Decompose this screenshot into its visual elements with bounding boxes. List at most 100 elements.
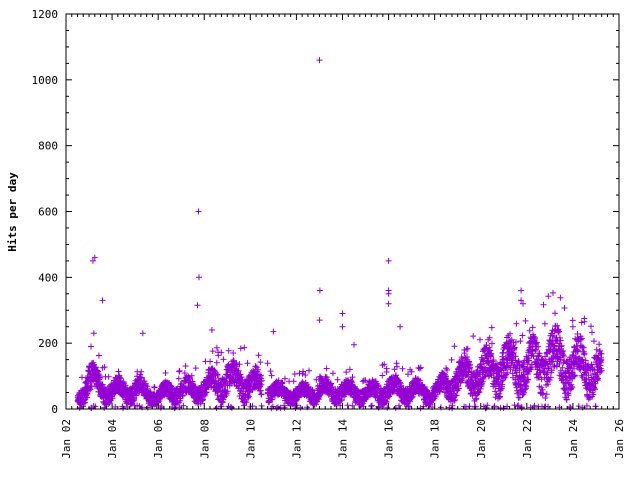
outlier-point <box>194 302 201 309</box>
data-point <box>252 363 259 370</box>
data-point <box>209 348 216 355</box>
data-points <box>74 57 605 412</box>
data-point <box>588 323 594 330</box>
y-tick-label: 1000 <box>32 74 59 87</box>
y-tick-label: 0 <box>51 403 58 416</box>
data-point <box>255 352 262 359</box>
data-point <box>513 372 520 379</box>
data-point <box>213 405 220 411</box>
data-point <box>578 335 585 342</box>
data-point <box>521 389 528 396</box>
data-point <box>493 363 500 370</box>
data-point <box>264 360 271 367</box>
data-point <box>486 344 493 351</box>
outlier-point <box>397 323 404 330</box>
data-point <box>476 388 483 395</box>
data-point <box>369 402 375 409</box>
outlier-point <box>195 208 202 215</box>
data-point <box>473 395 480 402</box>
data-point <box>349 374 356 381</box>
data-point <box>279 379 286 386</box>
data-point <box>513 339 519 345</box>
data-point <box>291 371 298 377</box>
outlier-point <box>90 330 97 337</box>
x-tick-label: Jan 04 <box>106 419 119 459</box>
outlier-point <box>569 323 576 330</box>
data-point <box>553 363 560 370</box>
data-point <box>589 329 595 336</box>
data-point <box>470 333 477 340</box>
data-point <box>243 399 250 406</box>
data-point <box>451 343 458 350</box>
data-point <box>180 402 187 409</box>
outlier-point <box>518 287 525 294</box>
x-tick-label: Jan 20 <box>475 419 488 459</box>
data-point <box>267 368 274 375</box>
data-point <box>546 346 553 353</box>
data-point <box>515 402 522 409</box>
data-point <box>230 350 237 356</box>
data-point <box>302 372 309 378</box>
data-point <box>554 322 561 329</box>
data-point <box>449 402 456 409</box>
data-point <box>176 367 183 374</box>
x-tick-label: Jan 10 <box>244 419 257 459</box>
data-point <box>313 376 320 383</box>
data-point <box>417 377 424 384</box>
data-point <box>552 310 558 317</box>
data-point <box>158 403 165 410</box>
data-point <box>405 371 411 378</box>
data-point <box>543 349 550 356</box>
data-point <box>577 366 584 373</box>
y-axis-label: Hits per day <box>6 172 19 252</box>
y-tick-label: 400 <box>38 271 58 284</box>
outlier-point <box>385 290 392 297</box>
data-point <box>574 348 581 355</box>
data-point <box>323 365 330 372</box>
data-point <box>131 396 138 403</box>
data-point <box>515 359 522 365</box>
data-point <box>479 378 486 385</box>
data-point <box>557 294 564 301</box>
data-point <box>556 360 563 367</box>
data-point <box>95 352 102 359</box>
data-point <box>522 317 529 324</box>
data-point <box>394 363 400 370</box>
x-tick-label: Jan 08 <box>198 419 211 459</box>
data-point <box>215 352 222 359</box>
data-point <box>446 404 453 411</box>
data-point <box>151 384 158 391</box>
outlier-point <box>518 297 525 304</box>
data-point <box>384 404 391 411</box>
data-point <box>592 386 599 393</box>
data-point <box>548 367 555 374</box>
outlier-point <box>385 257 392 264</box>
data-point <box>236 361 243 368</box>
data-point <box>477 371 484 378</box>
data-point <box>492 388 499 395</box>
data-point <box>477 336 483 343</box>
data-point <box>526 327 533 334</box>
data-point <box>306 367 312 374</box>
data-point <box>488 324 495 331</box>
data-point <box>532 346 539 353</box>
data-point <box>238 374 245 381</box>
data-point <box>519 332 526 339</box>
data-point <box>240 402 247 409</box>
data-point <box>220 356 227 363</box>
data-point <box>346 366 353 373</box>
data-point <box>417 364 424 371</box>
data-point <box>396 402 402 409</box>
data-point <box>294 402 300 409</box>
data-point <box>444 367 451 373</box>
data-point <box>525 376 532 383</box>
data-point <box>300 368 307 375</box>
data-point <box>569 384 576 391</box>
data-point <box>529 324 536 331</box>
data-point <box>507 330 513 337</box>
data-point <box>313 401 320 408</box>
data-point <box>257 359 264 366</box>
data-point <box>516 394 523 401</box>
x-tick-label: Jan 24 <box>567 419 580 459</box>
data-point <box>488 350 495 357</box>
